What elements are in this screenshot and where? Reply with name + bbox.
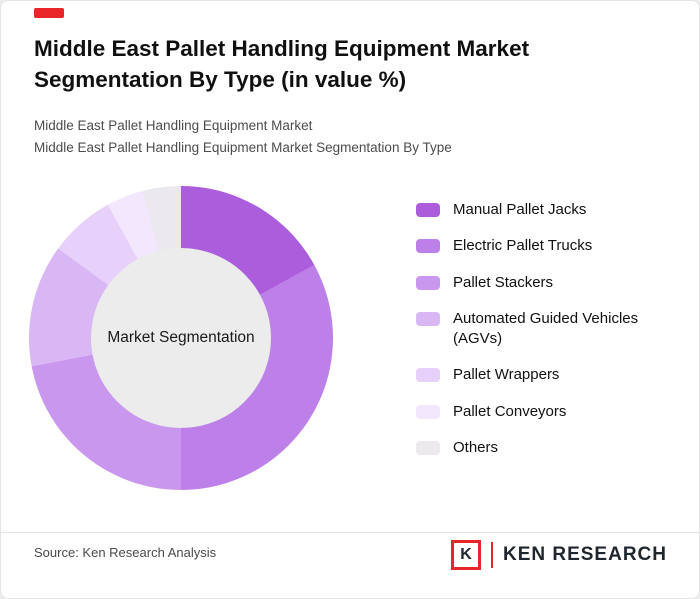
footer-divider <box>1 532 699 533</box>
legend-swatch <box>416 239 440 254</box>
donut-hole: Market Segmentation <box>91 248 271 428</box>
legend-swatch <box>416 275 440 290</box>
legend-label: Automated Guided Vehicles (AGVs) <box>453 309 639 347</box>
donut-center-label: Market Segmentation <box>107 329 255 346</box>
donut-chart: Market Segmentation <box>29 186 333 490</box>
legend-item: Pallet Conveyors <box>416 402 665 422</box>
legend-label: Pallet Wrappers <box>453 366 560 384</box>
legend-item: Electric Pallet Trucks <box>416 236 665 256</box>
legend-item: Others <box>416 438 665 458</box>
page-title-line1: Middle East Pallet Handling Equipment Ma… <box>34 36 530 61</box>
logo-text: KEN RESEARCH <box>502 544 667 565</box>
legend: Manual Pallet Jacks Electric Pallet Truck… <box>416 200 665 458</box>
legend-label: Pallet Stackers <box>453 273 554 291</box>
legend-swatch <box>416 368 440 383</box>
page-title: Middle East Pallet Handling Equipment Ma… <box>34 33 654 95</box>
legend-item: Automated Guided Vehicles (AGVs) <box>416 309 665 350</box>
legend-swatch <box>416 404 440 419</box>
source-text: Source: Ken Research Analysis <box>34 545 217 560</box>
legend-label: Others <box>453 438 499 456</box>
legend-label: Pallet Conveyors <box>453 402 567 420</box>
legend-label: Manual Pallet Jacks <box>453 201 587 218</box>
legend-label: Electric Pallet Trucks <box>453 237 593 255</box>
red-accent-bar <box>34 8 64 18</box>
legend-swatch <box>416 440 440 455</box>
subtitle-block: Middle East Pallet Handling Equipment Ma… <box>34 115 654 159</box>
subtitle-line2: Middle East Pallet Handling Equipment Ma… <box>34 139 452 155</box>
logo-separator <box>490 542 493 568</box>
page-title-line2: Segmentation By Type (in value %) <box>34 67 407 93</box>
legend-item: Pallet Stackers <box>416 273 665 293</box>
legend-swatch <box>416 203 440 217</box>
ken-research-logo: K KEN RESEARCH <box>450 540 667 570</box>
legend-swatch <box>416 311 440 326</box>
subtitle-line1: Middle East Pallet Handling Equipment Ma… <box>34 118 313 133</box>
logo-k-icon: K <box>450 540 481 570</box>
legend-item: Pallet Wrappers <box>416 365 665 385</box>
legend-item: Manual Pallet Jacks <box>416 200 665 220</box>
